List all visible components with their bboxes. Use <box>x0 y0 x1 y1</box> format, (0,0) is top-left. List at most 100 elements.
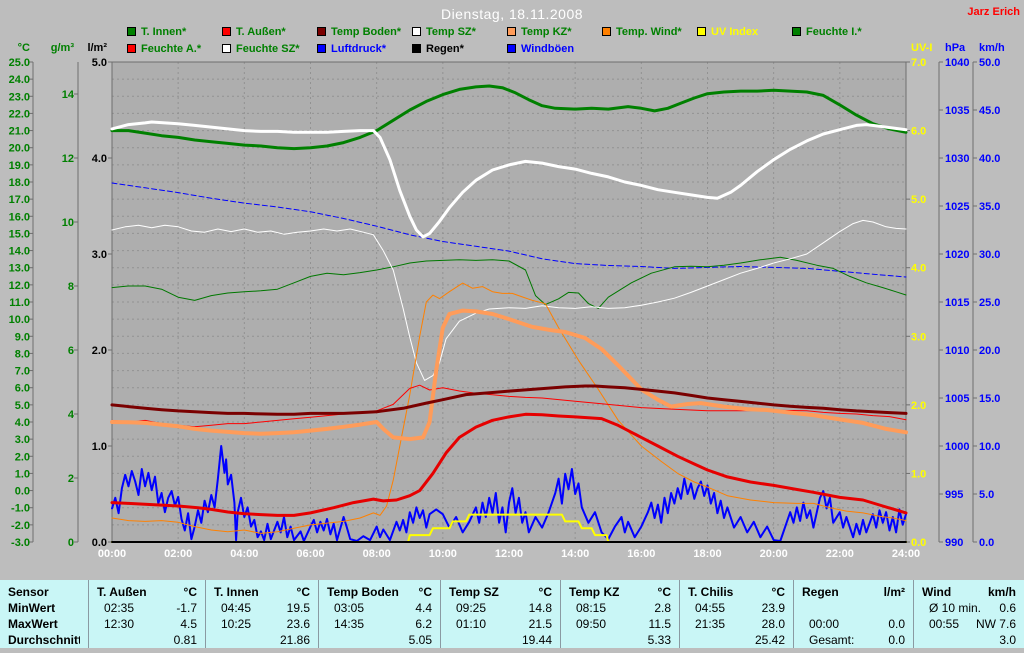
tick-label-kmh: 0.0 <box>979 537 994 549</box>
tick-label-tempC: 25.0 <box>9 57 30 69</box>
tick-label-kmh: 45.0 <box>979 105 1000 117</box>
cell-value: 0.0 <box>888 633 905 647</box>
regen-swatch-icon <box>412 44 421 53</box>
legend-label: Feuchte SZ* <box>236 43 300 55</box>
temp-sz-swatch-icon <box>412 27 421 36</box>
sensor-unit: °C <box>538 585 552 599</box>
tick-label-gm3: 12 <box>62 153 74 165</box>
tick-label-tempC: 10.0 <box>9 314 30 326</box>
sensor-name: T. Chilis <box>688 585 734 599</box>
tick-label-kmh: 20.0 <box>979 345 1000 357</box>
sensor-name: Regen <box>802 585 839 599</box>
x-tick-label: 00:00 <box>98 548 126 560</box>
sensor-unit: °C <box>296 585 310 599</box>
tick-label-tempC: 15.0 <box>9 228 30 240</box>
series-t-innen <box>110 84 908 151</box>
stats-cell: Regen l/m² <box>794 584 913 600</box>
stats-cell: T. Innen °C <box>206 584 318 600</box>
series-feuchte-i- <box>111 256 907 309</box>
legend-item: T. Innen* <box>127 26 186 39</box>
stats-cell: 00:55 NW 7.6 <box>914 616 1024 632</box>
tick-label-gm3: 14 <box>62 89 75 101</box>
stats-cell: Ø 10 min. 0.6 <box>914 600 1024 616</box>
legend-item: Windböen <box>507 43 574 56</box>
series-windb-en <box>111 445 907 542</box>
axis-unit-gm3: g/m³ <box>51 42 75 54</box>
stats-column: T. Chilis °C 04:55 23.9 21:35 28.0 25.42 <box>679 580 793 648</box>
tick-label-tempC: 5.0 <box>15 400 30 412</box>
legend-label: Feuchte A.* <box>141 43 202 55</box>
series-uv-index <box>111 513 907 543</box>
tick-label-lm2: 5.0 <box>92 57 107 69</box>
stats-column: T. Innen °C 04:45 19.5 10:25 23.6 21.86 <box>205 580 318 648</box>
tick-label-tempC: 21.0 <box>9 126 30 138</box>
series-luftdruck <box>111 182 907 278</box>
stats-cell: 02:35 -1.7 <box>89 600 205 616</box>
x-tick-label: 22:00 <box>826 548 854 560</box>
legend-label: T. Außen* <box>236 26 286 38</box>
tick-label-kmh: 40.0 <box>979 153 1000 165</box>
cell-value: 6.2 <box>415 617 432 631</box>
sensor-name: Temp KZ <box>569 585 620 599</box>
tick-label-tempC: 13.0 <box>9 263 30 275</box>
sensor-name: T. Außen <box>97 585 147 599</box>
tick-label-gm3: 2 <box>68 473 74 485</box>
tick-label-lm2: 0.0 <box>92 537 107 549</box>
cell-value: 0.6 <box>999 601 1016 615</box>
legend-item: Regen* <box>412 43 464 56</box>
stats-cell: Temp Boden °C <box>319 584 440 600</box>
x-tick-label: 04:00 <box>230 548 258 560</box>
x-tick-label: 14:00 <box>561 548 589 560</box>
stats-cell: 5.33 <box>561 632 679 648</box>
stats-cell: T. Außen °C <box>89 584 205 600</box>
tick-label-tempC: 18.0 <box>9 177 30 189</box>
tick-label-uvi: 0.0 <box>911 537 926 549</box>
tick-label-kmh: 15.0 <box>979 393 1000 405</box>
temp-kz-swatch-icon <box>507 27 516 36</box>
stats-column: Regen l/m² 00:00 0.0 Gesamt: 0.0 <box>793 580 913 648</box>
tick-label-uvi: 6.0 <box>911 126 926 138</box>
cell-value: 0.81 <box>173 633 197 647</box>
tick-label-tempC: 2.0 <box>15 451 30 463</box>
tick-label-tempC: 19.0 <box>9 160 30 172</box>
sensor-name: Temp Boden <box>327 585 399 599</box>
tick-label-tempC: 6.0 <box>15 383 30 395</box>
legend-item: Temp. Wind* <box>602 26 682 39</box>
stats-cell: MinWert <box>0 600 88 616</box>
tick-label-tempC: 14.0 <box>9 246 30 258</box>
cell-time: 04:45 <box>221 601 252 615</box>
stats-table: Sensor MinWert MaxWert Durchschnitt T. Außen… <box>0 580 1024 648</box>
sensor-unit: °C <box>418 585 432 599</box>
cell-time: 00:55 <box>929 617 960 631</box>
temp-boden-swatch-icon <box>317 27 326 36</box>
tick-label-hpa: 995 <box>945 489 963 501</box>
tick-label-uvi: 7.0 <box>911 57 926 69</box>
tick-label-uvi: 4.0 <box>911 263 926 275</box>
station-owner-label: Jarz Erich <box>967 6 1020 18</box>
tick-label-hpa: 1005 <box>945 393 969 405</box>
tick-label-gm3: 4 <box>68 409 75 421</box>
tick-label-kmh: 25.0 <box>979 297 1000 309</box>
t-innen-swatch-icon <box>127 27 136 36</box>
stats-cell: 10:25 23.6 <box>206 616 318 632</box>
tick-label-tempC: -1.0 <box>11 503 30 515</box>
stats-column: T. Außen °C 02:35 -1.7 12:30 4.5 0.81 <box>88 580 205 648</box>
tick-label-lm2: 3.0 <box>92 249 107 261</box>
cell-time: 09:50 <box>576 617 607 631</box>
stats-cell: Sensor <box>0 584 88 600</box>
tick-label-tempC: 20.0 <box>9 143 30 155</box>
stats-cell: 04:45 19.5 <box>206 600 318 616</box>
feuchte-i-swatch-icon <box>792 27 801 36</box>
axis-unit-tempC: °C <box>18 42 30 54</box>
tick-label-tempC: 9.0 <box>15 331 30 343</box>
tick-label-uvi: 5.0 <box>911 194 926 206</box>
chart-title: Dienstag, 18.11.2008 <box>440 6 584 22</box>
cell-time: 08:15 <box>576 601 607 615</box>
legend-label: Temp Boden* <box>331 26 402 38</box>
luftdruck-swatch-icon <box>317 44 326 53</box>
legend-label: Temp. Wind* <box>616 26 682 38</box>
axis-unit-uvi: UV-I <box>911 42 932 54</box>
windboeen-swatch-icon <box>507 44 516 53</box>
legend-label: Temp SZ* <box>426 26 476 38</box>
cell-time: 10:25 <box>221 617 252 631</box>
